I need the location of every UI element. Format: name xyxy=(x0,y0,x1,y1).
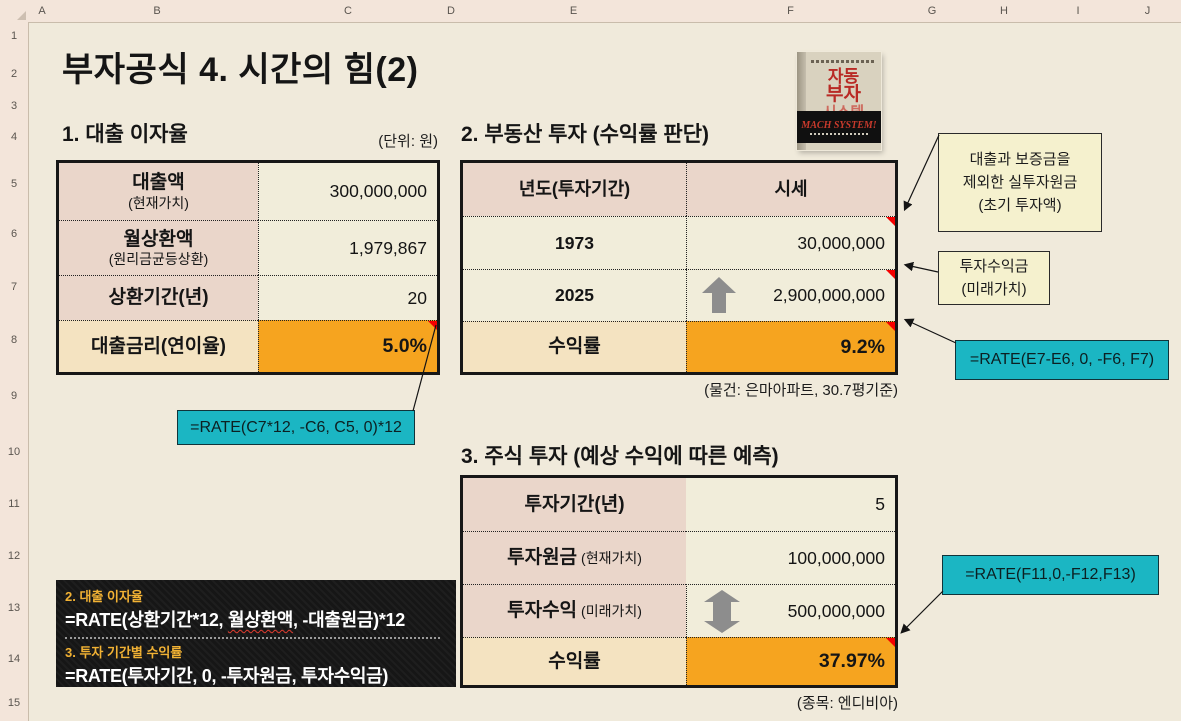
row-header-13[interactable]: 13 xyxy=(0,582,29,634)
up-arrow-icon xyxy=(702,277,736,313)
loan-table: 대출액 (현재가치) 300,000,000 월상환액 (원리금균등상환) 1,… xyxy=(56,160,440,375)
comment-indicator xyxy=(886,638,895,647)
panel-divider xyxy=(65,637,441,639)
section3-title: 3. 주식 투자 (예상 수익에 따른 예측) xyxy=(461,445,779,468)
cell-price-2025[interactable]: 2,900,000,000 xyxy=(686,269,895,321)
column-header-d[interactable]: D xyxy=(438,0,465,23)
formula-reference-panel[interactable]: 2. 대출 이자율 =RATE(상환기간*12, 월상환액, -대출원금)*12… xyxy=(56,580,456,687)
section2-title: 2. 부동산 투자 (수익률 판단) xyxy=(461,123,710,146)
row-header-12[interactable]: 12 xyxy=(0,530,29,583)
book-band-small-text-decoration xyxy=(809,132,869,135)
formula2-text: =RATE(투자기간, 0, -투자원금, 투자수익금) xyxy=(65,666,389,686)
column-header-h[interactable]: H xyxy=(966,0,1043,23)
row-header-7[interactable]: 7 xyxy=(0,261,29,314)
row-header-3[interactable]: 3 xyxy=(0,98,29,114)
cell-profit-label[interactable]: 투자수익 (미래가치) xyxy=(463,584,686,637)
formula2-title: 3. 투자 기간별 수익률 xyxy=(65,645,183,660)
cell-invest-period-label[interactable]: 투자기간(년) xyxy=(463,478,686,531)
stock-formula-callout[interactable]: =RATE(F11,0,-F12,F13) xyxy=(942,555,1159,595)
cell-return-rate-value[interactable]: 9.2% xyxy=(686,321,895,372)
cell-price-1973[interactable]: 30,000,000 xyxy=(686,216,895,269)
realestate-caption: (물건: 은마아파트, 30.7평기준) xyxy=(704,382,898,399)
cell-price-header[interactable]: 시세 xyxy=(686,163,895,216)
row-header-2[interactable]: 2 xyxy=(0,50,29,99)
row-header-9[interactable]: 9 xyxy=(0,367,29,426)
stock-table: 투자기간(년) 5 투자원금 (현재가치) 100,000,000 투자수익 (… xyxy=(460,475,898,688)
stock-caption: (종목: 엔디비아) xyxy=(796,695,898,712)
row-header-14[interactable]: 14 xyxy=(0,633,29,686)
column-header-e[interactable]: E xyxy=(464,0,684,23)
column-header-a[interactable]: A xyxy=(28,0,57,23)
row-header-11[interactable]: 11 xyxy=(0,478,29,531)
realestate-formula-callout[interactable]: =RATE(E7-E6, 0, -F6, F7) xyxy=(955,340,1169,380)
cell-loan-amount-value[interactable]: 300,000,000 xyxy=(258,163,437,220)
row-header-4[interactable]: 4 xyxy=(0,113,29,161)
cell-profit-value[interactable]: 500,000,000 xyxy=(686,584,895,637)
row-header-10[interactable]: 10 xyxy=(0,425,29,479)
column-header-b[interactable]: B xyxy=(56,0,259,23)
cell-year-header[interactable]: 년도(투자기간) xyxy=(463,163,686,216)
book-cover-image: 자동 부자 시스템 MACH SYSTEM! xyxy=(797,52,881,150)
cell-stock-rate-value[interactable]: 37.97% xyxy=(686,637,895,685)
column-header-c[interactable]: C xyxy=(258,0,439,23)
cell-principal-value[interactable]: 100,000,000 xyxy=(686,531,895,584)
row-header-6[interactable]: 6 xyxy=(0,207,29,262)
principal-note-callout[interactable]: 대출과 보증금을 제외한 실투자원금 (초기 투자액) xyxy=(938,133,1102,232)
book-spine xyxy=(797,52,806,150)
comment-indicator xyxy=(886,217,895,226)
section1-title: 1. 대출 이자율 xyxy=(62,123,188,146)
row-header-15[interactable]: 15 xyxy=(0,685,29,721)
row-header-1[interactable]: 1 xyxy=(0,22,29,51)
cell-stock-rate-label[interactable]: 수익률 xyxy=(463,637,686,685)
cell-year-1973[interactable]: 1973 xyxy=(463,216,686,269)
loan-rate-formula-callout[interactable]: =RATE(C7*12, -C6, C5, 0)*12 xyxy=(177,410,415,445)
column-header-f[interactable]: F xyxy=(683,0,899,23)
column-header-i[interactable]: I xyxy=(1042,0,1115,23)
cell-invest-period-value[interactable]: 5 xyxy=(686,478,895,531)
select-all-corner[interactable] xyxy=(0,0,29,23)
profit-note-callout[interactable]: 투자수익금 (미래가치) xyxy=(938,251,1050,305)
realestate-table: 년도(투자기간) 시세 1973 30,000,000 2025 2,900,0… xyxy=(460,160,898,375)
cell-loan-rate-value[interactable]: 5.0% xyxy=(258,320,437,372)
unit-note: (단위: 원) xyxy=(378,133,438,150)
cell-return-rate-label[interactable]: 수익률 xyxy=(463,321,686,372)
up-down-arrow-icon xyxy=(704,590,740,633)
cell-monthly-payment-value[interactable]: 1,979,867 xyxy=(258,220,437,275)
column-header-g[interactable]: G xyxy=(898,0,967,23)
column-header-j[interactable]: J xyxy=(1114,0,1181,23)
row-header-8[interactable]: 8 xyxy=(0,313,29,368)
comment-indicator xyxy=(886,270,895,279)
cell-principal-label[interactable]: 투자원금 (현재가치) xyxy=(463,531,686,584)
cell-repayment-period-label[interactable]: 상환기간(년) xyxy=(59,275,258,320)
cell-monthly-payment-label[interactable]: 월상환액 (원리금균등상환) xyxy=(59,220,258,275)
cell-loan-amount-label[interactable]: 대출액 (현재가치) xyxy=(59,163,258,220)
book-band: MACH SYSTEM! xyxy=(797,111,881,143)
comment-indicator xyxy=(886,322,895,331)
comment-indicator xyxy=(428,321,437,330)
book-top-text-decoration xyxy=(811,60,875,63)
formula1-title: 2. 대출 이자율 xyxy=(65,589,143,604)
cell-repayment-period-value[interactable]: 20 xyxy=(258,275,437,320)
page-title: 부자공식 4. 시간의 힘(2) xyxy=(62,51,419,89)
cell-year-2025[interactable]: 2025 xyxy=(463,269,686,321)
cell-loan-rate-label[interactable]: 대출금리(연이율) xyxy=(59,320,258,372)
row-header-5[interactable]: 5 xyxy=(0,160,29,208)
formula1-text: =RATE(상환기간*12, 월상환액, -대출원금)*12 xyxy=(65,610,405,630)
